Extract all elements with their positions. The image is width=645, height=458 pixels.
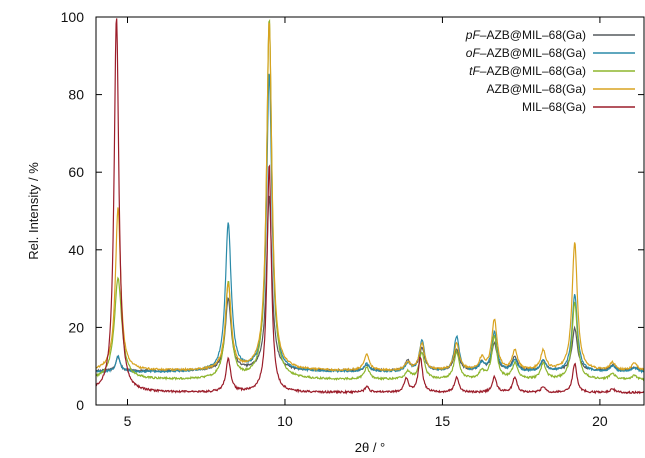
legend-label-part: pF — [465, 28, 481, 42]
x-axis-label: 2θ / ° — [355, 440, 386, 455]
legend-label-part: MIL–68(Ga) — [522, 100, 586, 114]
legend-label-1: pF–AZB@MIL–68(Ga) — [465, 28, 586, 42]
y-tick-label: 80 — [68, 87, 84, 103]
series-line-3 — [95, 18, 645, 382]
axis-ticks: 5 10 15 20 0 20 40 60 80 100 — [61, 9, 644, 429]
x-tick-label: 15 — [435, 413, 451, 429]
legend-label-5: MIL–68(Ga) — [522, 100, 586, 114]
y-axis-label: Rel. Intensity / % — [26, 162, 41, 260]
legend-label-4: AZB@MIL–68(Ga) — [486, 82, 586, 96]
legend-label-part: AZB@MIL–68(Ga) — [486, 82, 586, 96]
legend-label-3: tF–AZB@MIL–68(Ga) — [469, 64, 586, 78]
series-line-2 — [95, 73, 645, 374]
legend-label-2: oF–AZB@MIL–68(Ga) — [466, 46, 586, 60]
y-tick-label: 0 — [76, 397, 84, 413]
plot-frame — [95, 16, 645, 406]
y-tick-label: 100 — [61, 9, 85, 25]
legend-label-part: –AZB@MIL–68(Ga) — [480, 64, 586, 78]
series-line-4 — [95, 22, 645, 372]
y-tick-label: 20 — [68, 319, 84, 335]
x-tick-label: 10 — [277, 413, 293, 429]
series-line-5 — [95, 18, 645, 395]
y-tick-label: 40 — [68, 242, 84, 258]
legend-label-part: oF — [466, 46, 481, 60]
legend-label-part: tF — [469, 64, 480, 78]
series-traces — [95, 18, 645, 395]
series-line-1 — [95, 195, 645, 373]
legend: pF–AZB@MIL–68(Ga)oF–AZB@MIL–68(Ga)tF–AZB… — [465, 28, 635, 114]
legend-label-part: –AZB@MIL–68(Ga) — [480, 46, 586, 60]
x-tick-label: 20 — [592, 413, 608, 429]
y-tick-label: 60 — [68, 164, 84, 180]
legend-label-part: –AZB@MIL–68(Ga) — [480, 28, 586, 42]
x-tick-label: 5 — [124, 413, 132, 429]
